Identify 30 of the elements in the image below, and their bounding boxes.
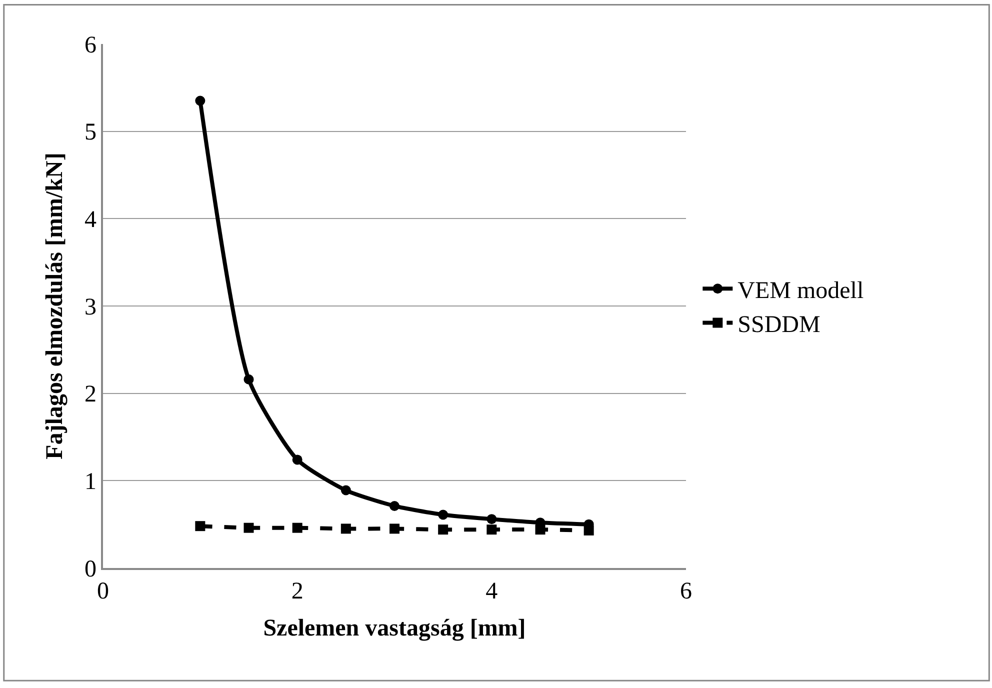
point (535, 524, 546, 535)
y-tick-label: 0 (84, 556, 96, 582)
point (584, 525, 594, 536)
y-axis-title: Fajlagos elmozdulás [mm/kN] (42, 152, 68, 460)
y-tick-label: 2 (84, 382, 96, 408)
point (390, 524, 400, 534)
x-tick-label: 2 (291, 578, 304, 605)
point (390, 500, 400, 511)
point (340, 524, 351, 534)
point (195, 521, 206, 532)
y-tick-label: 3 (84, 294, 96, 320)
point (486, 524, 497, 535)
point (438, 524, 448, 535)
x-tick-label: 4 (486, 578, 498, 605)
x-tick-label: 6 (680, 578, 692, 605)
point (244, 374, 254, 384)
y-tick-label: 6 (84, 32, 96, 58)
legend-label: VEM modell (738, 278, 864, 304)
point (486, 514, 497, 524)
y-tick-label: 4 (84, 207, 96, 234)
point (195, 96, 206, 106)
y-tick-label: 1 (84, 469, 96, 496)
x-axis-title: Szelemen vastagság [mm] (263, 615, 526, 642)
point (292, 454, 302, 465)
y-tick-label: 5 (84, 120, 96, 146)
legend-label: SSDDM (738, 312, 820, 338)
point (438, 510, 448, 520)
point (340, 485, 351, 496)
point (244, 522, 254, 533)
point (292, 522, 302, 533)
